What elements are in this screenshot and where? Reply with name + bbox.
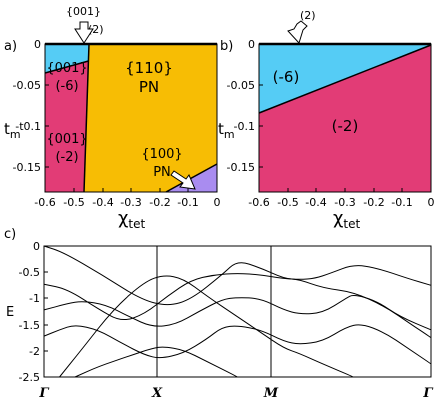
band-lines [43,245,432,378]
xtick-a-0: -0.6 [34,196,55,209]
kpoint-gamma-right: Γ [422,386,433,401]
panel-c: c) 0 -0.5 -1 -1.5 -2 -2.5 E Γ X M Γ [4,227,433,401]
region-label-001-minus6-l1: {001} [46,61,87,76]
xtick-a-4: -0.2 [149,196,170,209]
annotation-a-l2: (2) [88,23,104,36]
xtick-b-6: 0 [428,196,435,209]
region-minus2-b [259,45,431,192]
band-6 [74,346,238,378]
ytick-b-3: -0.15 [227,161,255,174]
panel-c-frame [43,245,432,378]
region-label-001-minus2-l1: {001} [46,132,87,147]
panel-b-label: b) [220,39,233,54]
kpoint-m: M [263,386,279,401]
ylabel-c: E [6,305,14,320]
band-5 [59,275,355,378]
xtick-b-2: -0.4 [305,196,326,209]
region-001-minus2 [45,61,89,192]
ytick-a-3: -0.15 [13,161,41,174]
xtick-a-3: -0.3 [120,196,141,209]
boundary-orange-purple-a [165,163,218,193]
region-labels-a: {001} (-6) {001} (-2) {110} PN {100} PN [46,59,196,190]
xlabel-b: χtet [333,208,360,231]
region-label-001-minus6-l2: (-6) [55,79,78,94]
xtick-a-1: -0.5 [63,196,84,209]
panel-b: b) (-6) (-2) (2) 0 -0.05 -0.1 -0.15 -0.6… [218,9,435,231]
ytick-c-0: 0 [33,240,40,253]
xtick-a-6: 0 [214,196,221,209]
boundary-left-orange-a [83,43,90,193]
panel-a-label: a) [4,39,17,54]
xtick-a-2: -0.4 [92,196,113,209]
xticks-a: -0.6 -0.5 -0.4 -0.3 -0.2 -0.1 0 [34,188,221,209]
band-2 [43,273,432,339]
region-label-110-l1: {110} [125,59,173,77]
region-label-110-l2: PN [139,78,159,96]
arrow-b-icon [287,20,308,44]
ytick-c-4: -2 [29,345,40,358]
kpoint-x: X [151,386,163,401]
region-110-pn [84,44,217,192]
band-3 [43,294,432,331]
region-label-100-l2: PN [153,165,171,180]
xticks-b: -0.6 -0.5 -0.4 -0.3 -0.2 -0.1 0 [248,188,435,209]
annotation-a: {001} (2) [66,5,104,44]
ylabel-b: tm [218,120,235,141]
xtick-b-1: -0.5 [277,196,298,209]
boundary-blue-magenta-b [258,44,432,114]
xtick-b-5: -0.1 [391,196,412,209]
band-4 [43,324,432,365]
ytick-b-0: 0 [248,38,255,51]
boundary-blue-magenta-a [44,60,89,74]
band-1 [43,245,432,306]
kpoint-labels: Γ X M Γ [38,386,433,401]
ytick-a-0: 0 [34,38,41,51]
yticks-c: 0 -0.5 -1 -1.5 -2 -2.5 [19,240,48,384]
panel-a-plot [44,42,218,193]
ytick-b-2: -0.1 [234,120,255,133]
annotation-a-l1: {001} [66,5,101,18]
ytick-c-2: -1 [29,292,40,305]
panel-a: a) {001} (-6) {001} (-2) {110} PN {100} … [4,5,221,231]
kpoint-gamma-left: Γ [38,386,49,401]
xtick-b-3: -0.3 [334,196,355,209]
ylabel-a: tm [4,120,21,141]
ytick-c-3: -1.5 [19,319,40,332]
xlabel-a: χtet [118,208,145,231]
ytick-c-1: -0.5 [19,266,40,279]
ytick-a-1: -0.05 [13,79,41,92]
region-label-minus6-b: (-6) [273,68,300,86]
region-001-minus6 [45,44,89,73]
region-label-100-l1: {100} [141,147,182,162]
region-label-minus2-b: (-2) [332,117,359,135]
panel-c-label: c) [4,227,16,242]
annotation-b: (2) [300,9,316,22]
yticks-b: 0 -0.05 -0.1 -0.15 [227,38,263,174]
xtick-a-5: -0.1 [177,196,198,209]
yticks-a: 0 -0.05 -t0.1 -0.15 [13,38,49,174]
arrow-a-icon [74,21,94,44]
ytick-c-5: -2.5 [19,371,40,384]
ytick-a-2: -t0.1 [15,120,41,133]
ytick-b-1: -0.05 [227,79,255,92]
xtick-b-0: -0.6 [248,196,269,209]
region-label-001-minus2-l2: (-2) [55,150,78,165]
xtick-b-4: -0.2 [363,196,384,209]
